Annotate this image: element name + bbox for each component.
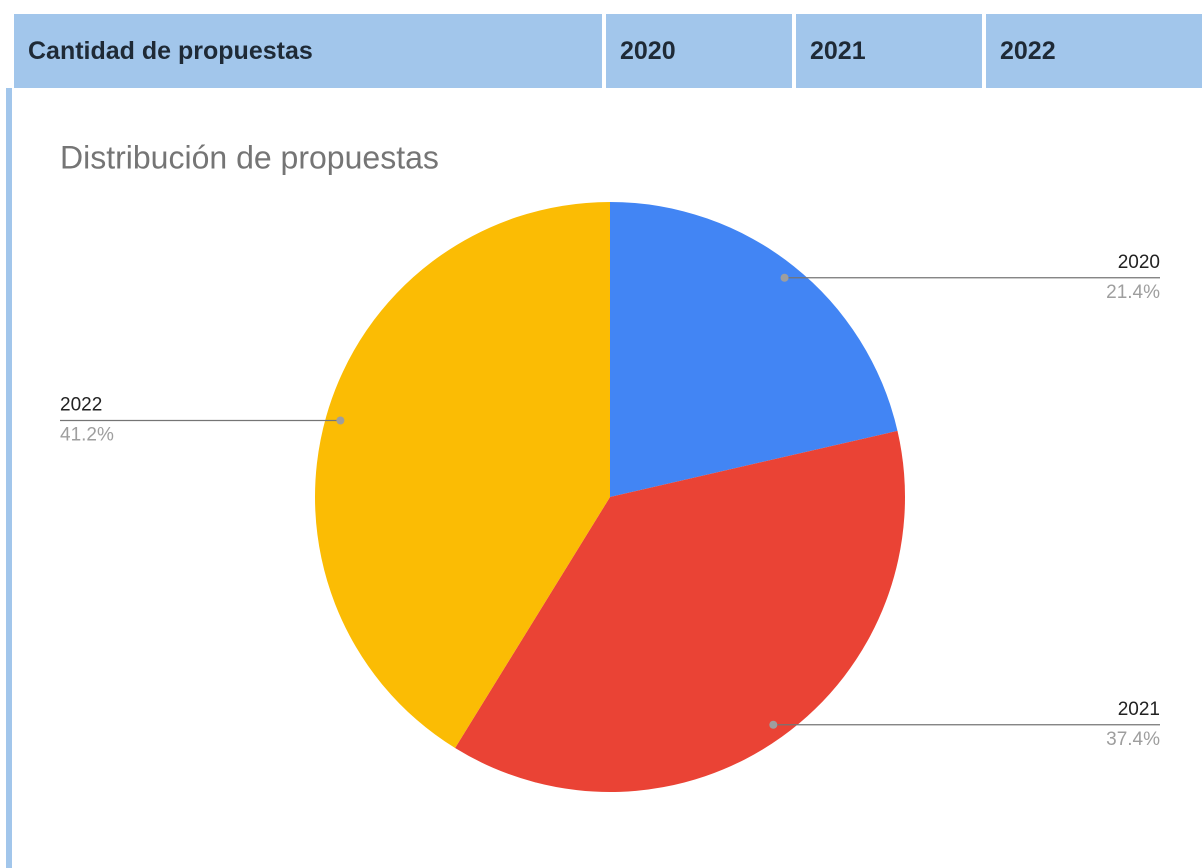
header-cell: Cantidad de propuestas [14, 14, 602, 88]
header-cell: 2021 [796, 14, 982, 88]
slice-percent: 41.2% [60, 425, 114, 446]
leader-dot [780, 273, 789, 282]
slice-label: 2021 [1118, 699, 1160, 720]
chart-title: Distribución de propuestas [60, 139, 439, 175]
header-cell: 2020 [606, 14, 792, 88]
leader-dot [336, 416, 345, 425]
slice-label: 2020 [1118, 252, 1160, 273]
slice-label: 2022 [60, 395, 102, 416]
slice-percent: 21.4% [1106, 282, 1160, 303]
pie-slice [314, 202, 610, 749]
slice-percent: 37.4% [1106, 729, 1160, 750]
separator [982, 14, 986, 88]
pie-slice [610, 202, 898, 497]
left-border [6, 88, 12, 868]
leader-dot [769, 720, 778, 729]
header-cell: 2022 [986, 14, 1202, 88]
pie-slice [455, 430, 905, 792]
separator [602, 14, 606, 88]
table-header: Cantidad de propuestas 2020 2021 2022 [14, 14, 1202, 88]
separator [792, 14, 796, 88]
